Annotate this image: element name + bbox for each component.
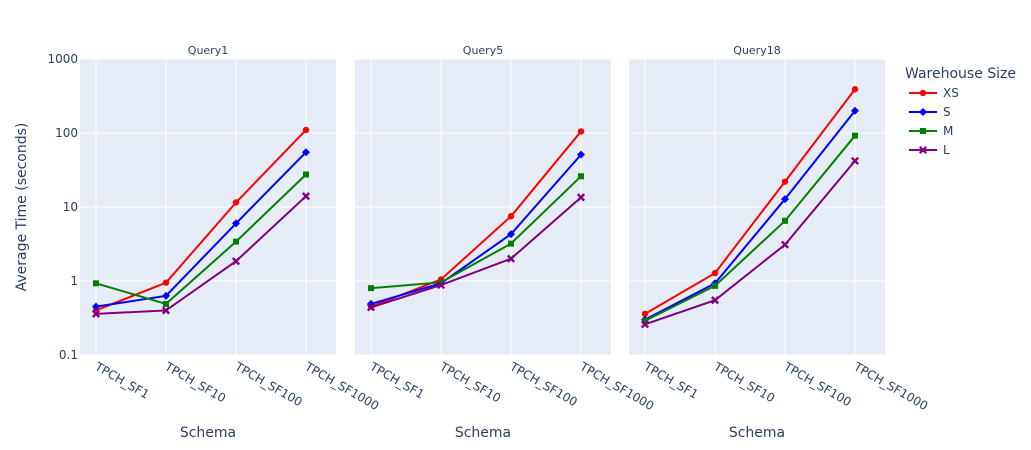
- data-point-l: [436, 281, 446, 290]
- legend-item-m[interactable]: M: [909, 124, 953, 138]
- y-tick-label: 100: [55, 126, 78, 140]
- data-point-m: [508, 240, 514, 247]
- data-point-m: [93, 280, 99, 287]
- legend-label: M: [943, 124, 953, 138]
- x-tick-label: TPCH_SF1: [92, 359, 152, 402]
- series-line-l: [644, 160, 856, 326]
- data-point-l: [366, 303, 376, 312]
- legend-item-xs[interactable]: XS: [909, 86, 959, 100]
- x-tick-label: TPCH_SF100: [507, 359, 580, 409]
- facet-panel-query18: Query18 TPCH_SF1 TPCH_SF10 TPCH_SF100TPCH_S…: [629, 44, 930, 441]
- data-point-s: [781, 195, 789, 204]
- data-point-m: [438, 279, 444, 286]
- legend-item-l[interactable]: L: [909, 143, 950, 157]
- data-point-m: [368, 285, 374, 292]
- legend-item-s[interactable]: S: [909, 105, 951, 119]
- series-line-xs: [644, 88, 856, 315]
- data-point-m: [852, 132, 858, 139]
- data-point-xs: [577, 128, 585, 135]
- legend-label: S: [943, 105, 951, 119]
- data-point-s: [507, 230, 515, 239]
- y-tick-label: 0.1: [59, 348, 78, 362]
- legend: Warehouse Size XS SML: [905, 66, 1016, 157]
- x-axis-title: Schema: [455, 425, 511, 441]
- data-point-m: [163, 300, 169, 307]
- x-tick-label: TPCH_SF100: [781, 359, 854, 409]
- data-point-s: [162, 291, 170, 300]
- series-line-l: [370, 196, 582, 309]
- data-point-l: [91, 309, 101, 318]
- data-point-l: [710, 296, 720, 305]
- data-point-s: [851, 106, 859, 115]
- series-line-m: [644, 135, 856, 322]
- data-point-l: [640, 320, 650, 329]
- facet-title: Query5: [463, 44, 503, 57]
- data-point-l: [850, 156, 860, 165]
- series-line-s: [95, 151, 307, 308]
- x-tick-label: TPCH_SF1: [367, 359, 427, 402]
- facet-title: Query1: [188, 44, 228, 57]
- data-point-s: [577, 150, 585, 159]
- data-point-l: [506, 254, 516, 263]
- x-tick-label: TPCH_SF10: [162, 359, 229, 406]
- data-point-s: [92, 302, 100, 311]
- series-line-m: [370, 175, 582, 290]
- x-tick-label: TPCH_SF10: [711, 359, 778, 406]
- data-point-m: [782, 217, 788, 224]
- data-point-m: [642, 317, 648, 324]
- data-point-xs: [507, 213, 515, 220]
- series-line-s: [644, 110, 856, 321]
- x-tick-label: TPCH_SF1000: [851, 359, 931, 413]
- data-point-l: [780, 240, 790, 249]
- legend-marker-xs: [919, 89, 927, 97]
- data-point-xs: [851, 86, 859, 93]
- facet-title: Query18: [733, 44, 780, 57]
- data-point-m: [578, 173, 584, 180]
- x-tick-label: TPCH_SF10: [437, 359, 504, 406]
- data-point-m: [303, 171, 309, 178]
- legend-title: Warehouse Size: [905, 66, 1016, 82]
- data-point-xs: [302, 126, 310, 134]
- y-axis-title: Average Time (seconds): [14, 123, 30, 292]
- data-point-m: [712, 282, 718, 289]
- series-line-xs: [95, 129, 307, 312]
- legend-marker-m: [920, 128, 926, 134]
- x-tick-label: TPCH_SF100: [232, 359, 305, 409]
- y-tick-label: 1: [70, 274, 78, 288]
- data-point-xs: [711, 269, 719, 277]
- data-point-l: [301, 192, 311, 201]
- series-line-m: [95, 173, 307, 306]
- legend-label: L: [943, 143, 950, 157]
- y-tick-label: 1000: [47, 52, 78, 66]
- x-tick-label: TPCH_SF1: [641, 359, 701, 402]
- data-point-l: [161, 306, 171, 315]
- y-tick-label: 10: [63, 200, 78, 214]
- data-point-s: [302, 148, 310, 157]
- data-point-xs: [162, 279, 170, 286]
- data-point-l: [576, 193, 586, 202]
- x-axis-title: Schema: [729, 425, 785, 441]
- series-line-s: [370, 153, 582, 305]
- x-axis-title: Schema: [180, 425, 236, 441]
- legend-marker-l: [918, 145, 928, 155]
- legend-label: XS: [943, 86, 959, 100]
- data-point-xs: [781, 178, 789, 185]
- data-point-s: [232, 219, 240, 228]
- series-line-l: [95, 195, 307, 315]
- legend-marker-s: [919, 108, 927, 116]
- data-point-m: [233, 238, 239, 245]
- data-point-xs: [641, 310, 649, 318]
- data-point-l: [231, 257, 241, 266]
- data-point-xs: [232, 199, 240, 206]
